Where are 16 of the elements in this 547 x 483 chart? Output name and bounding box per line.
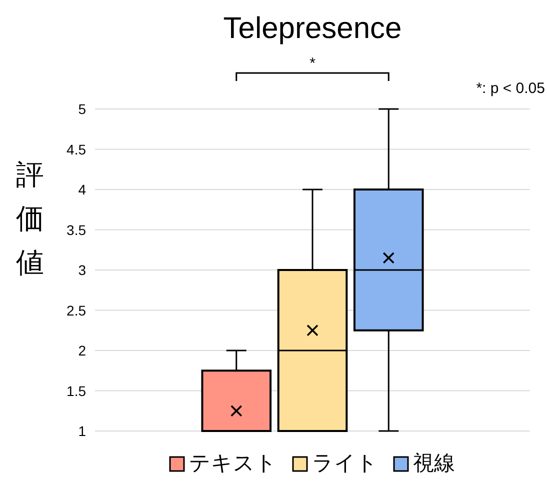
y-tick-label: 1.5 <box>66 382 86 399</box>
y-tick-label: 3 <box>78 262 86 278</box>
y-tick-label: 2 <box>78 342 86 358</box>
text: *: p < 0.05 <box>476 80 545 97</box>
legend-label: ライト <box>312 452 378 475</box>
y-tick-label: 4.5 <box>66 141 86 158</box>
y-tick-label: 5 <box>78 101 86 117</box>
legend-label: テキスト <box>189 452 277 475</box>
y-tick-label: 4 <box>78 182 86 198</box>
legend-label: 視線 <box>413 452 455 475</box>
y-axis-title: 評価値 <box>16 159 44 278</box>
text: * <box>310 55 316 72</box>
y-tick-label: 2.5 <box>66 302 86 318</box>
y-tick-label: 3.5 <box>66 222 86 238</box>
y-tick-label: 1 <box>78 423 86 439</box>
chart-title: Telepresence <box>223 12 402 45</box>
